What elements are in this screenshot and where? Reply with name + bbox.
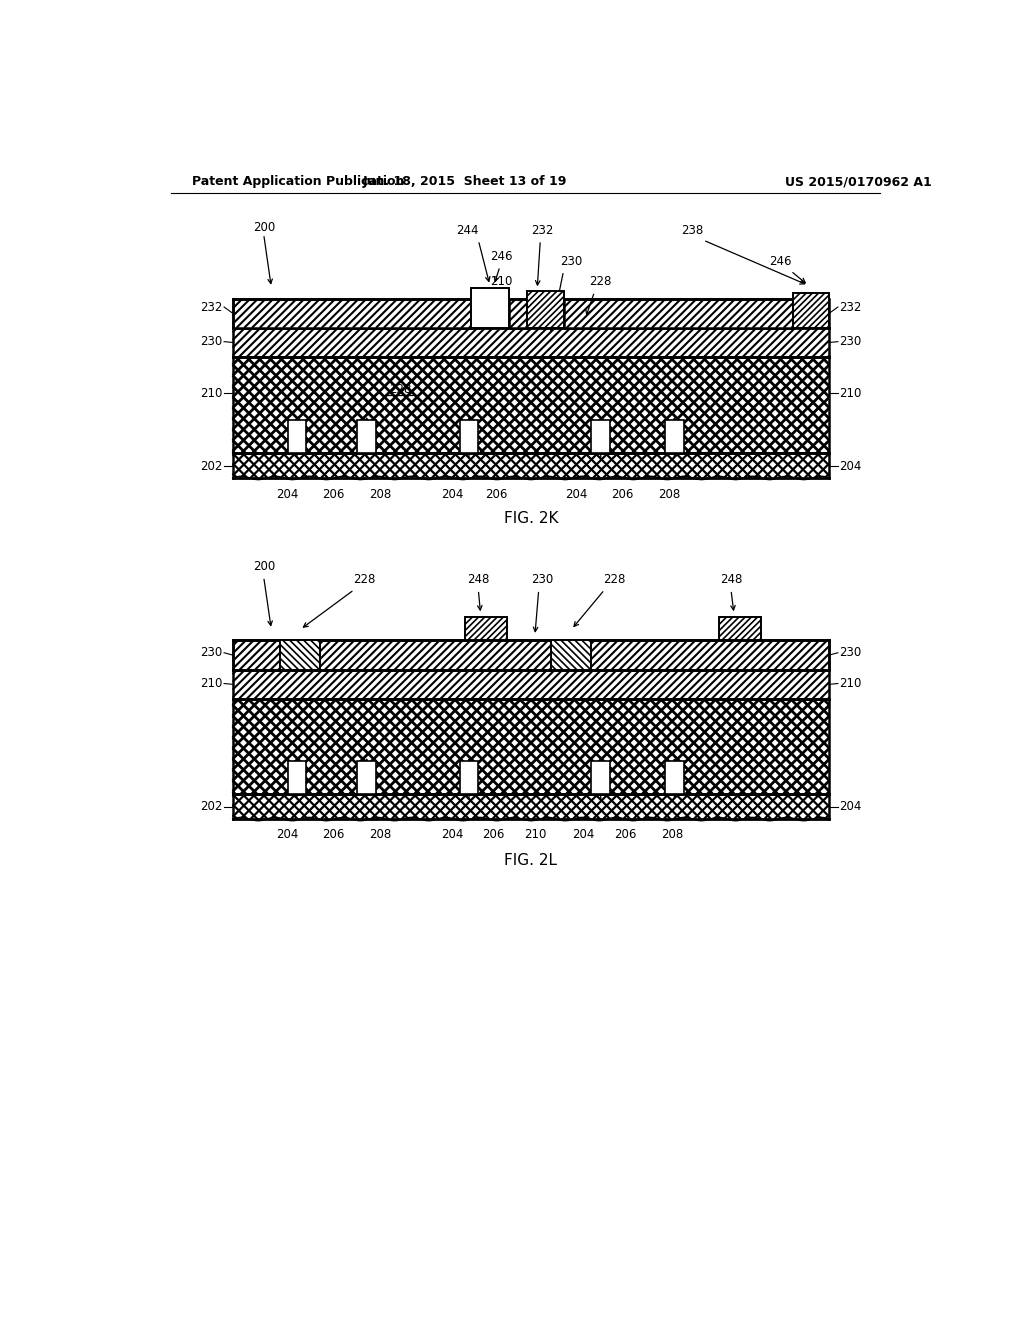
Text: 228: 228: [603, 573, 626, 586]
Text: FIG. 2L: FIG. 2L: [505, 853, 557, 869]
Bar: [232, 640, 829, 669]
Bar: [357, 762, 376, 793]
Bar: [460, 420, 478, 453]
Bar: [232, 669, 829, 700]
Bar: [288, 762, 306, 793]
Text: 230: 230: [201, 647, 222, 659]
Text: 230: 230: [560, 255, 583, 268]
Text: 204: 204: [275, 488, 298, 502]
Text: 228: 228: [353, 573, 376, 586]
Text: Patent Application Publication: Patent Application Publication: [191, 176, 403, 189]
Text: 200: 200: [254, 561, 275, 573]
Text: 246: 246: [490, 249, 513, 263]
Text: 210: 210: [200, 387, 222, 400]
Text: 204: 204: [565, 488, 587, 502]
Bar: [471, 288, 509, 327]
Text: 206: 206: [614, 828, 637, 841]
Bar: [509, 298, 527, 327]
Text: FIG. 2K: FIG. 2K: [504, 511, 558, 527]
Text: 206: 206: [323, 828, 344, 841]
Text: 208: 208: [657, 488, 680, 502]
Text: 206: 206: [323, 488, 344, 502]
Bar: [232, 700, 829, 793]
Text: 210: 210: [490, 276, 513, 289]
Text: US 2015/0170962 A1: US 2015/0170962 A1: [784, 176, 932, 189]
Text: 204: 204: [440, 488, 463, 502]
Text: 204: 204: [840, 459, 862, 473]
Text: 204: 204: [572, 828, 595, 841]
Text: 230: 230: [840, 647, 862, 659]
Bar: [551, 640, 592, 669]
Text: 206: 206: [482, 828, 505, 841]
Text: 204: 204: [840, 800, 862, 813]
Text: 230: 230: [531, 573, 554, 586]
Bar: [232, 298, 471, 327]
Text: 248: 248: [467, 573, 489, 586]
Text: 200: 200: [254, 222, 275, 234]
Text: 228: 228: [590, 276, 612, 289]
Bar: [357, 420, 376, 453]
Text: 228: 228: [389, 383, 412, 396]
Text: 204: 204: [275, 828, 298, 841]
Text: 232: 232: [531, 224, 554, 236]
Bar: [592, 420, 610, 453]
Text: 202: 202: [200, 459, 222, 473]
Text: 210: 210: [200, 677, 222, 690]
Bar: [232, 327, 829, 358]
Text: 238: 238: [681, 224, 703, 236]
Text: 246: 246: [769, 255, 792, 268]
Text: Jun. 18, 2015  Sheet 13 of 19: Jun. 18, 2015 Sheet 13 of 19: [362, 176, 567, 189]
Text: 206: 206: [485, 488, 507, 502]
Text: 206: 206: [611, 488, 634, 502]
Bar: [280, 640, 321, 669]
Bar: [592, 762, 610, 793]
Text: 244: 244: [457, 224, 478, 236]
Bar: [563, 298, 793, 327]
Bar: [288, 420, 306, 453]
Text: 208: 208: [660, 828, 683, 841]
Text: 232: 232: [200, 301, 222, 314]
Bar: [665, 762, 684, 793]
Text: 230: 230: [840, 335, 862, 348]
Text: 202: 202: [200, 800, 222, 813]
Text: 210: 210: [840, 677, 862, 690]
Text: 210: 210: [523, 828, 546, 841]
Text: 230: 230: [201, 335, 222, 348]
Bar: [465, 616, 507, 640]
Bar: [232, 793, 829, 818]
Text: 248: 248: [720, 573, 742, 586]
Bar: [665, 420, 684, 453]
Text: 204: 204: [440, 828, 463, 841]
Bar: [460, 762, 478, 793]
Text: 232: 232: [840, 301, 862, 314]
Bar: [232, 453, 829, 478]
Text: 210: 210: [840, 387, 862, 400]
Bar: [793, 293, 829, 327]
Text: 208: 208: [369, 828, 391, 841]
Bar: [527, 290, 563, 327]
Bar: [719, 616, 761, 640]
Text: 208: 208: [369, 488, 391, 502]
Bar: [232, 358, 829, 453]
